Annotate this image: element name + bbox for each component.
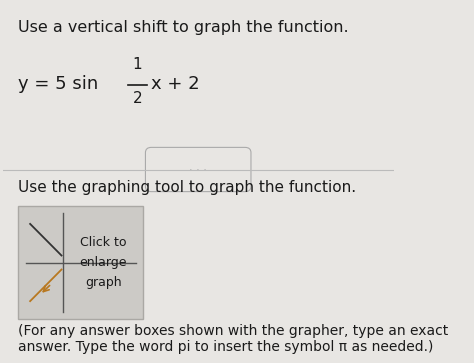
Text: 2: 2 — [133, 90, 142, 106]
Text: (For any answer boxes shown with the grapher, type an exact
answer. Type the wor: (For any answer boxes shown with the gra… — [18, 324, 449, 354]
Text: Use a vertical shift to graph the function.: Use a vertical shift to graph the functi… — [18, 20, 349, 35]
Text: Use the graphing tool to graph the function.: Use the graphing tool to graph the funct… — [18, 180, 356, 195]
Text: graph: graph — [85, 276, 122, 289]
Text: y = 5 sin: y = 5 sin — [18, 75, 104, 93]
Text: enlarge: enlarge — [80, 256, 127, 269]
FancyBboxPatch shape — [146, 147, 251, 192]
Text: Click to: Click to — [80, 236, 127, 249]
Text: · · ·: · · · — [189, 164, 207, 175]
Text: x + 2: x + 2 — [151, 75, 199, 93]
Text: 1: 1 — [133, 57, 142, 73]
FancyBboxPatch shape — [18, 206, 144, 319]
